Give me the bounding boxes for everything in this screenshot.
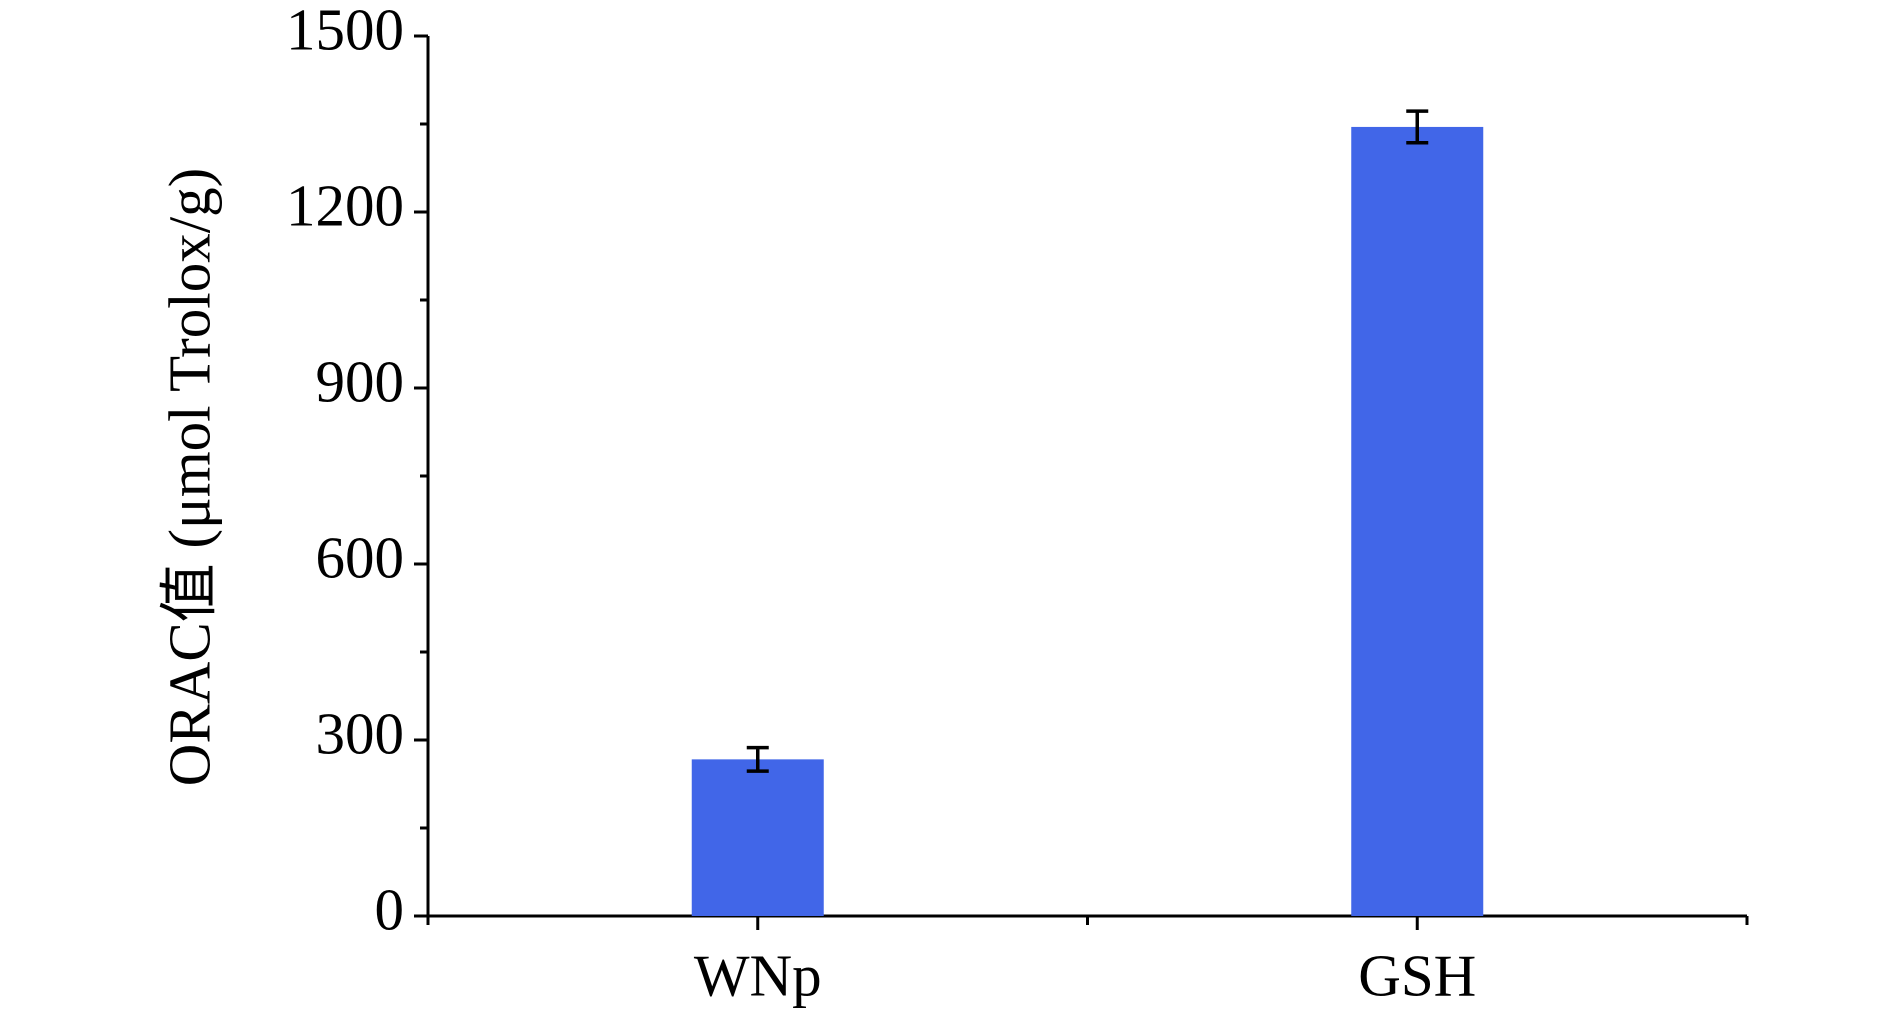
- y-tick-label: 900: [316, 349, 405, 415]
- error-bar: [746, 745, 769, 773]
- y-tick-label: 600: [316, 525, 405, 591]
- bar: [1351, 126, 1484, 916]
- bar: [691, 759, 824, 916]
- x-tick-label: WNp: [694, 943, 822, 1009]
- error-bar: [1406, 109, 1429, 145]
- x-tick-label: GSH: [1358, 943, 1476, 1009]
- y-axis-label: ORAC值 (μmol Trolox/g): [157, 168, 223, 786]
- y-tick-label: 1500: [286, 0, 404, 63]
- y-tick-label: 300: [316, 701, 405, 767]
- y-tick-label: 0: [375, 877, 405, 943]
- y-tick-label: 1200: [286, 173, 404, 239]
